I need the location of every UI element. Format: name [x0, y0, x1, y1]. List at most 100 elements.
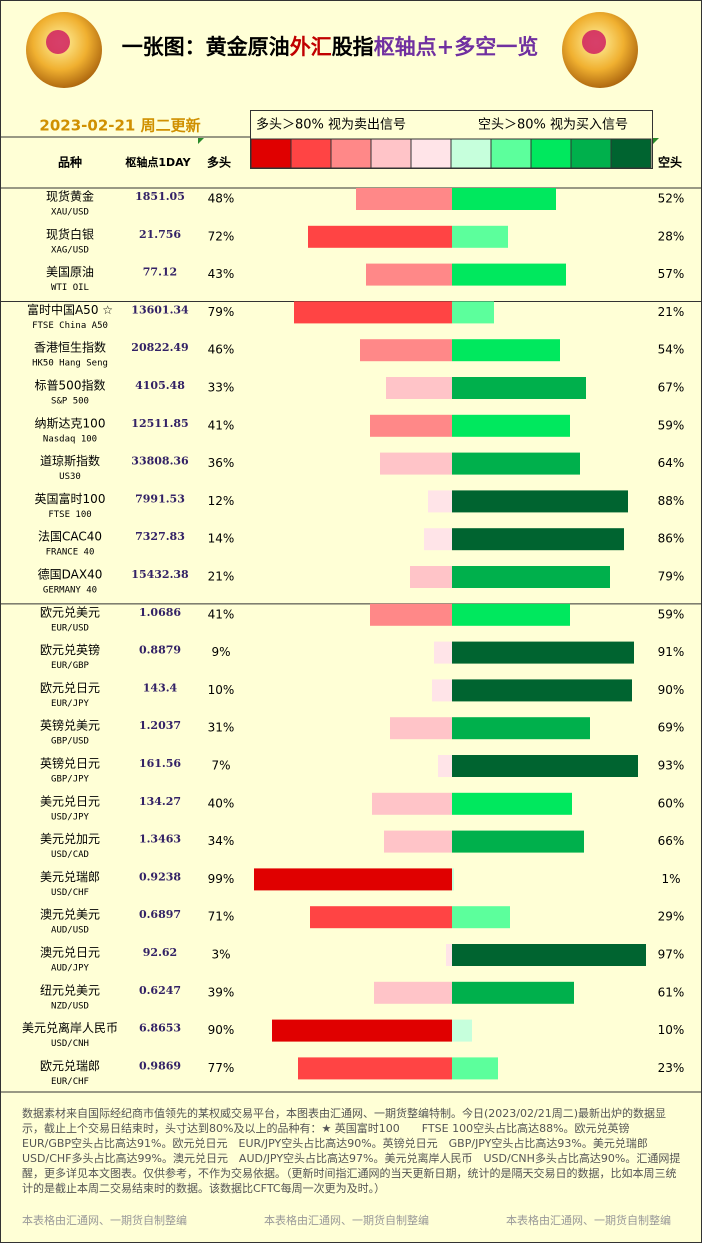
short-pct: 79%	[658, 570, 685, 584]
row-name: 美元兑日元	[40, 794, 100, 808]
pivot: 1.2037	[139, 719, 181, 732]
short-pct: 59%	[658, 607, 685, 621]
row-code: NZD/USD	[51, 1001, 89, 1011]
long-pct: 41%	[208, 418, 235, 432]
short-pct: 23%	[658, 1061, 685, 1075]
short-bar	[452, 566, 610, 588]
legend-swatch	[410, 138, 452, 169]
row-name: 纳斯达克100	[35, 416, 106, 430]
short-bar	[452, 792, 572, 815]
long-pct: 41%	[208, 607, 235, 621]
short-bar	[452, 490, 628, 513]
legend-short: 空头＞80% 视为买入信号	[478, 118, 628, 133]
short-pct: 67%	[658, 381, 685, 395]
long-bar	[410, 566, 452, 588]
short-pct: 1%	[661, 872, 680, 886]
title-part: 枢轴点+多空一览	[374, 34, 539, 59]
short-bar	[452, 225, 508, 248]
row-code: USD/JPY	[51, 812, 90, 822]
short-bar	[452, 263, 566, 286]
short-pct: 21%	[658, 305, 685, 319]
pivot: 0.6897	[139, 908, 181, 921]
row-code: XAG/USD	[51, 245, 89, 255]
row-name: 英镑兑日元	[40, 756, 100, 771]
pivot: 0.8879	[139, 644, 181, 657]
short-bar	[452, 603, 570, 626]
row-name: 纽元兑美元	[40, 983, 100, 997]
short-bar	[452, 301, 494, 324]
update-date: 2023-02-21 周二更新	[39, 117, 200, 135]
long-pct: 48%	[208, 192, 235, 206]
row-code: US30	[59, 472, 81, 482]
short-pct: 57%	[658, 267, 685, 281]
pivot: 1.0686	[139, 606, 181, 619]
credit: 本表格由汇通网、一期货自制整编	[506, 1214, 671, 1227]
legend-swatch	[330, 138, 372, 169]
short-pct: 69%	[658, 721, 685, 735]
long-pct: 10%	[208, 683, 235, 697]
short-bar	[452, 641, 634, 664]
row-name: 欧元兑日元	[40, 681, 100, 695]
long-pct: 79%	[208, 305, 235, 319]
row-name: 美元兑离岸人民币	[22, 1020, 118, 1035]
row-code: USD/CAD	[51, 850, 89, 860]
row-name: 现货黄金	[46, 189, 94, 204]
short-pct: 90%	[658, 683, 685, 697]
long-pct: 3%	[211, 948, 230, 962]
long-bar	[384, 830, 452, 853]
pivot: 0.9869	[139, 1059, 181, 1072]
row-name: 标普500指数	[35, 378, 106, 393]
short-bar	[452, 339, 560, 362]
long-bar	[310, 906, 452, 929]
long-pct: 31%	[208, 721, 235, 735]
short-bar	[452, 452, 580, 475]
short-pct: 60%	[658, 796, 685, 810]
pivot: 6.8653	[139, 1022, 181, 1035]
credit: 本表格由汇通网、一期货自制整编	[264, 1214, 429, 1227]
col-pivot: 枢轴点1DAY	[125, 155, 191, 169]
row-name: 道琼斯指数	[40, 453, 100, 468]
short-bar	[452, 679, 632, 702]
row-name: 现货白银	[46, 226, 94, 241]
pivot: 12511.85	[131, 417, 188, 430]
short-pct: 93%	[658, 759, 685, 773]
long-pct: 12%	[208, 494, 235, 508]
pivot: 0.9238	[139, 870, 181, 883]
row-code: GBP/JPY	[51, 775, 90, 785]
long-pct: 72%	[208, 229, 235, 243]
row-code: AUD/JPY	[51, 964, 90, 974]
long-bar	[428, 490, 452, 513]
pivot: 92.62	[143, 946, 177, 959]
row-code: AUD/USD	[51, 926, 89, 936]
long-pct: 40%	[208, 796, 235, 810]
long-pct: 90%	[208, 1023, 235, 1037]
row-name: 欧元兑英镑	[40, 642, 100, 657]
short-bar	[452, 717, 590, 740]
short-pct: 86%	[658, 532, 685, 546]
long-bar	[386, 377, 452, 399]
long-bar	[294, 301, 452, 324]
row-code: EUR/CHF	[51, 1077, 89, 1087]
long-pct: 77%	[208, 1061, 235, 1075]
row-code: EUR/GBP	[51, 661, 90, 671]
marker	[653, 138, 659, 144]
long-bar	[370, 603, 452, 626]
legend-swatch	[570, 138, 612, 169]
long-bar	[374, 981, 452, 1004]
short-pct: 64%	[658, 456, 685, 470]
row-name: 香港恒生指数	[34, 340, 106, 355]
long-bar	[390, 717, 452, 740]
row-name: 富时中国A50 ☆	[27, 302, 113, 317]
long-pct: 33%	[208, 381, 235, 395]
long-pct: 34%	[208, 834, 235, 848]
short-pct: 88%	[658, 494, 685, 508]
row-code: FTSE 100	[48, 510, 91, 520]
short-pct: 10%	[658, 1023, 685, 1037]
pivot: 15432.38	[131, 568, 189, 581]
long-bar	[360, 339, 452, 362]
logo	[562, 12, 638, 88]
short-bar	[452, 830, 584, 853]
short-bar	[452, 944, 646, 966]
long-bar	[372, 792, 452, 815]
